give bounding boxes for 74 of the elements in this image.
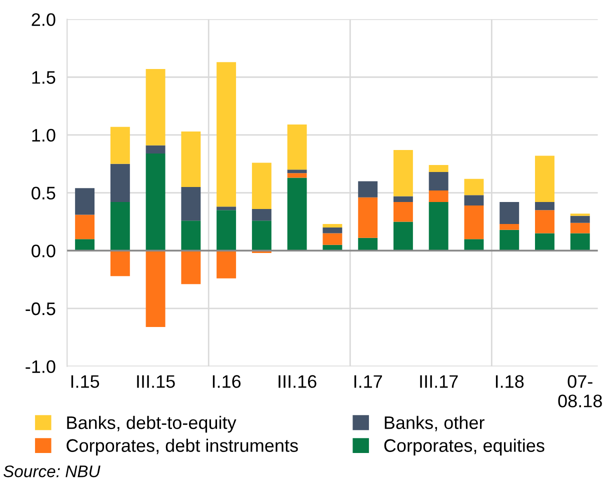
bar <box>181 187 201 221</box>
bar <box>181 250 201 284</box>
y-tick-label: 1.5 <box>32 71 56 84</box>
bar <box>393 222 413 251</box>
x-tick-label: I.16 <box>212 375 241 388</box>
bar <box>146 153 166 251</box>
bar <box>146 250 166 327</box>
bar <box>287 178 307 251</box>
bar <box>75 239 95 251</box>
bar <box>181 131 201 188</box>
bar <box>322 224 342 228</box>
bar <box>393 196 413 202</box>
y-tick-label: -1.0 <box>26 360 56 374</box>
x-tick-label: I.18 <box>496 375 524 388</box>
bar <box>252 208 272 221</box>
bar <box>570 233 590 251</box>
bar <box>535 210 554 234</box>
bar <box>500 224 520 230</box>
x-tick-label: III.17 <box>420 375 458 388</box>
bar <box>146 145 166 154</box>
bar <box>146 69 166 146</box>
legend-label: Banks, other <box>384 416 484 432</box>
bar <box>535 233 554 251</box>
x-tick-label: I.17 <box>354 375 382 388</box>
y-tick-label: 2.0 <box>32 13 56 26</box>
bar <box>252 162 272 209</box>
bar <box>393 202 413 222</box>
bar <box>358 238 378 251</box>
legend-label: Corporates, equities <box>384 438 544 456</box>
bar <box>393 150 413 196</box>
bar <box>216 250 236 278</box>
x-tick-label: I.15 <box>71 375 100 388</box>
bar <box>358 197 378 238</box>
bar <box>464 195 484 206</box>
bar <box>75 188 95 215</box>
y-tick-label: -0.5 <box>26 302 56 316</box>
bar <box>110 126 130 164</box>
bar <box>464 206 484 240</box>
bar <box>428 202 448 251</box>
bar <box>322 233 342 245</box>
legend-label: Banks, debt-to-equity <box>67 416 236 433</box>
bar <box>464 239 484 251</box>
y-tick-label: 1.0 <box>32 128 56 142</box>
x-tick-label: III.15 <box>137 375 175 388</box>
bar <box>110 202 130 251</box>
bar <box>570 222 590 234</box>
bar <box>428 190 448 202</box>
bar <box>500 202 520 224</box>
bar <box>216 206 236 210</box>
source-note: Source: NBU <box>4 465 100 478</box>
bar <box>428 172 448 190</box>
bar <box>75 214 95 240</box>
bar <box>110 164 130 202</box>
y-tick-label: 0.5 <box>32 186 56 200</box>
bar <box>535 202 554 210</box>
bar <box>322 228 342 234</box>
legend-label: Corporates, debt instruments <box>66 438 298 456</box>
bar <box>252 220 272 251</box>
bar <box>535 156 554 202</box>
bar <box>358 181 378 198</box>
x-tick-label: III.16 <box>278 375 316 388</box>
bar <box>216 210 236 251</box>
bar <box>500 230 520 251</box>
bar <box>287 124 307 170</box>
bar <box>464 178 484 196</box>
bar <box>287 173 307 178</box>
bar <box>287 170 307 174</box>
bar <box>570 216 590 223</box>
y-tick-label: 0.0 <box>32 244 56 258</box>
bar <box>428 165 448 172</box>
bar <box>110 250 130 276</box>
x-tick-label: 07- 08.18 <box>558 375 602 408</box>
bar <box>181 220 201 251</box>
bar <box>216 62 236 207</box>
